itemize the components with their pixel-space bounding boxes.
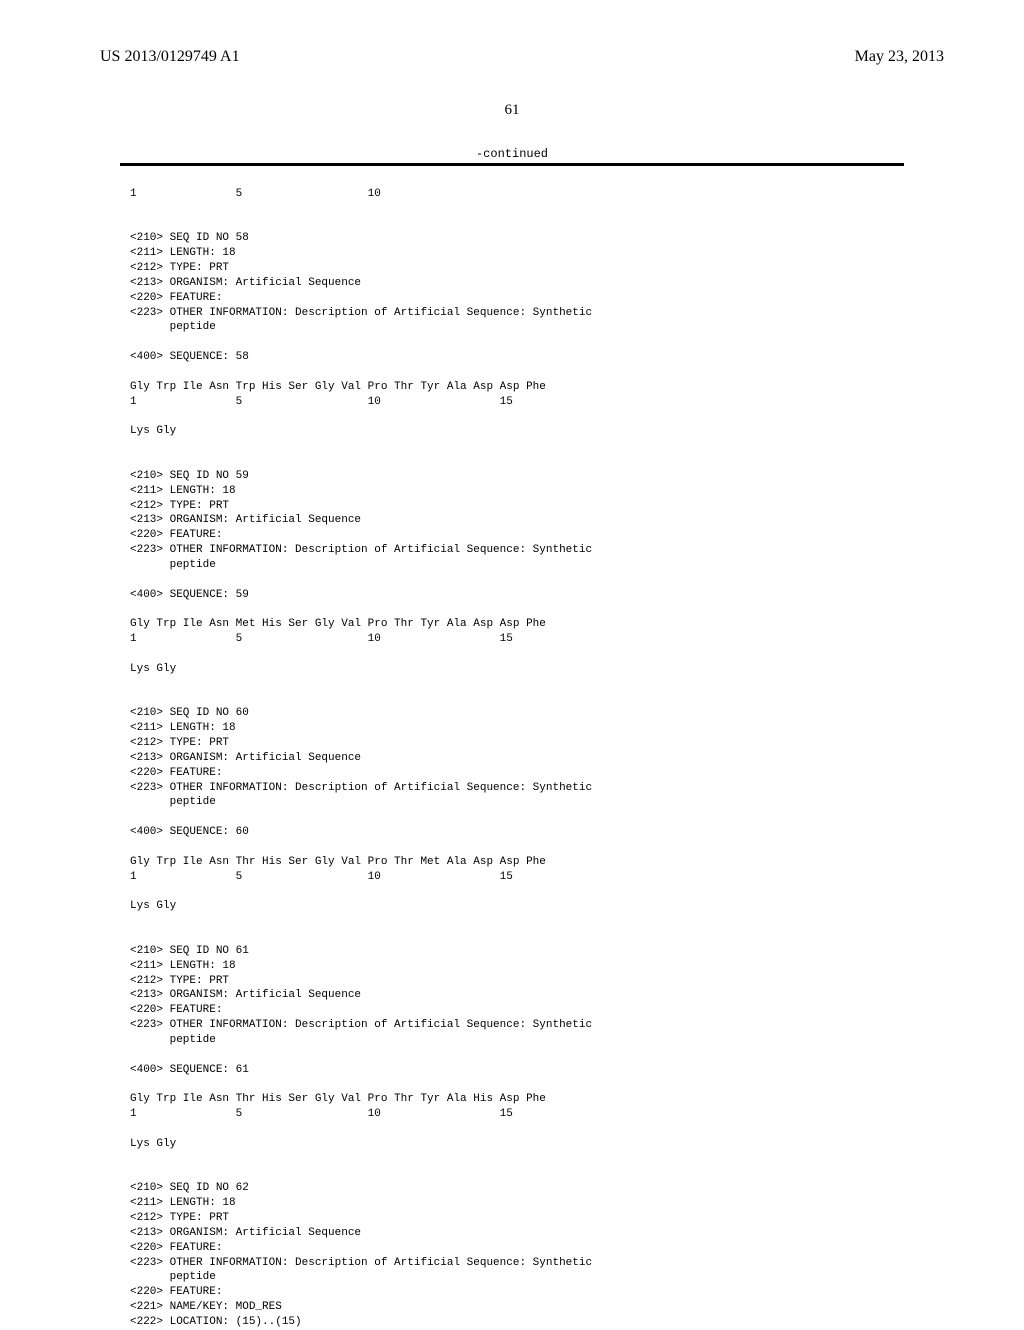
seq-residues: Gly Trp Ile Asn Trp His Ser Gly Val Pro … bbox=[130, 381, 546, 393]
seq-residues: Gly Trp Ile Asn Thr His Ser Gly Val Pro … bbox=[130, 856, 546, 868]
seq-tag: <400> SEQUENCE: 61 bbox=[130, 1064, 249, 1076]
seq-header: <223> OTHER INFORMATION: Description of … bbox=[130, 544, 592, 556]
seq-header: <220> FEATURE: bbox=[130, 529, 222, 541]
seq-header: <211> LENGTH: 18 bbox=[130, 247, 236, 259]
seq-header: <223> OTHER INFORMATION: Description of … bbox=[130, 1257, 592, 1269]
continued-label: -continued bbox=[0, 147, 1024, 161]
seq-header: <220> FEATURE: bbox=[130, 292, 222, 304]
pub-date: May 23, 2013 bbox=[855, 48, 944, 66]
seq-header: peptide bbox=[130, 1271, 216, 1283]
seq-header: <212> TYPE: PRT bbox=[130, 1212, 229, 1224]
seq-header: <220> FEATURE: bbox=[130, 1004, 222, 1016]
seq-header: <213> ORGANISM: Artificial Sequence bbox=[130, 277, 361, 289]
seq-header: <211> LENGTH: 18 bbox=[130, 1197, 236, 1209]
page-number: 61 bbox=[0, 102, 1024, 119]
seq-header: <211> LENGTH: 18 bbox=[130, 960, 236, 972]
seq-position-row: 1 5 10 15 bbox=[130, 396, 513, 408]
seq-header: <213> ORGANISM: Artificial Sequence bbox=[130, 1227, 361, 1239]
seq-header: <223> OTHER INFORMATION: Description of … bbox=[130, 782, 592, 794]
seq-header: peptide bbox=[130, 321, 216, 333]
seq-header: <210> SEQ ID NO 61 bbox=[130, 945, 249, 957]
seq-header: <222> LOCATION: (15)..(15) bbox=[130, 1316, 302, 1328]
seq-position-row: 1 5 10 15 bbox=[130, 633, 513, 645]
seq-position-row: 1 5 10 bbox=[130, 188, 381, 200]
seq-residues: Gly Trp Ile Asn Thr His Ser Gly Val Pro … bbox=[130, 1093, 546, 1105]
seq-header: <212> TYPE: PRT bbox=[130, 262, 229, 274]
rule-thick bbox=[120, 164, 904, 166]
seq-header: peptide bbox=[130, 1034, 216, 1046]
seq-header: <211> LENGTH: 18 bbox=[130, 722, 236, 734]
seq-header: <220> FEATURE: bbox=[130, 1286, 222, 1298]
seq-header: <211> LENGTH: 18 bbox=[130, 485, 236, 497]
seq-header: <213> ORGANISM: Artificial Sequence bbox=[130, 989, 361, 1001]
seq-tag: <400> SEQUENCE: 59 bbox=[130, 589, 249, 601]
seq-residues: Gly Trp Ile Asn Met His Ser Gly Val Pro … bbox=[130, 618, 546, 630]
seq-residues: Lys Gly bbox=[130, 425, 176, 437]
seq-header: peptide bbox=[130, 796, 216, 808]
pub-number: US 2013/0129749 A1 bbox=[100, 48, 240, 66]
seq-header: <213> ORGANISM: Artificial Sequence bbox=[130, 752, 361, 764]
seq-header: peptide bbox=[130, 559, 216, 571]
seq-header: <212> TYPE: PRT bbox=[130, 500, 229, 512]
seq-header: <213> ORGANISM: Artificial Sequence bbox=[130, 514, 361, 526]
seq-tag: <400> SEQUENCE: 60 bbox=[130, 826, 249, 838]
seq-residues: Lys Gly bbox=[130, 900, 176, 912]
seq-header: <210> SEQ ID NO 60 bbox=[130, 707, 249, 719]
seq-residues: Lys Gly bbox=[130, 663, 176, 675]
page-header: US 2013/0129749 A1 May 23, 2013 bbox=[0, 0, 1024, 66]
seq-header: <210> SEQ ID NO 59 bbox=[130, 470, 249, 482]
seq-header: <210> SEQ ID NO 62 bbox=[130, 1182, 249, 1194]
seq-header: <212> TYPE: PRT bbox=[130, 737, 229, 749]
seq-position-row: 1 5 10 15 bbox=[130, 1108, 513, 1120]
sequence-listing: 1 5 10 <210> SEQ ID NO 58 <211> LENGTH: … bbox=[130, 172, 1024, 1330]
seq-header: <221> NAME/KEY: MOD_RES bbox=[130, 1301, 282, 1313]
seq-residues: Lys Gly bbox=[130, 1138, 176, 1150]
seq-header: <212> TYPE: PRT bbox=[130, 975, 229, 987]
seq-position-row: 1 5 10 15 bbox=[130, 871, 513, 883]
seq-header: <220> FEATURE: bbox=[130, 1242, 222, 1254]
seq-header: <223> OTHER INFORMATION: Description of … bbox=[130, 1019, 592, 1031]
seq-header: <220> FEATURE: bbox=[130, 767, 222, 779]
seq-header: <223> OTHER INFORMATION: Description of … bbox=[130, 307, 592, 319]
seq-tag: <400> SEQUENCE: 58 bbox=[130, 351, 249, 363]
seq-header: <210> SEQ ID NO 58 bbox=[130, 232, 249, 244]
